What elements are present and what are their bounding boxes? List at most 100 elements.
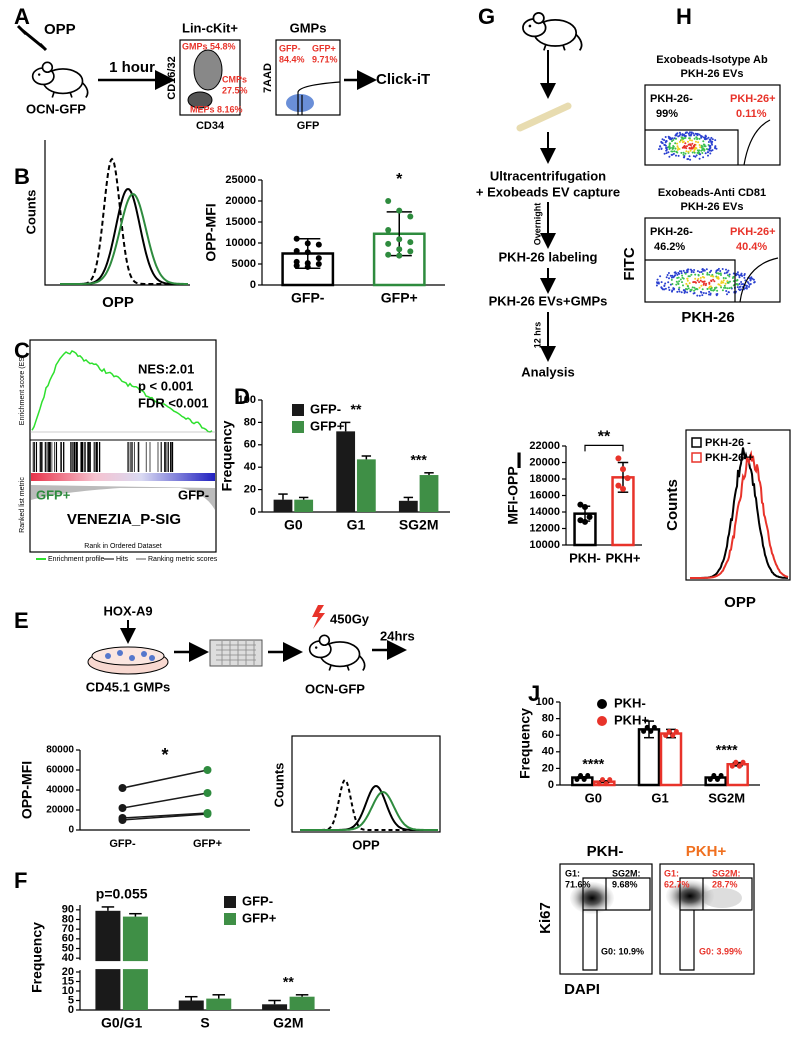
event-dot	[676, 290, 679, 293]
event-dot	[695, 140, 697, 143]
legend-label: Enrichment profile	[48, 556, 105, 563]
event-dot	[731, 277, 734, 279]
axis-label: Counts	[664, 479, 681, 531]
dish	[91, 646, 165, 666]
event-dot	[685, 282, 688, 285]
cell-label: CD45.1 GMPs	[86, 679, 171, 694]
gate-label: SG2M:	[612, 868, 641, 878]
gene-set-label: VENEZIA_P-SIG	[67, 511, 181, 528]
event-dot	[740, 288, 742, 291]
event-dot	[708, 282, 711, 285]
replicate-dot	[707, 777, 713, 783]
event-dot	[656, 282, 659, 285]
replicate-dot	[600, 777, 606, 783]
event-dot	[668, 142, 671, 145]
event-dot	[709, 288, 712, 290]
x-tick-label: G1	[651, 790, 668, 805]
time-label: 12 hrs	[532, 322, 542, 349]
event-dot	[678, 148, 681, 150]
event-dot	[687, 150, 690, 153]
data-point	[407, 248, 414, 255]
flow-density	[286, 94, 314, 112]
event-dot	[744, 287, 746, 290]
replicate-dot	[648, 728, 654, 734]
event-dot	[749, 277, 752, 280]
replicate-dot	[641, 728, 647, 734]
event-dot	[711, 140, 714, 143]
y-tick-label: 70	[62, 923, 74, 935]
gate	[679, 877, 753, 971]
step-label: PKH-26 labeling	[499, 249, 598, 264]
event-dot	[700, 291, 703, 294]
event-dot	[714, 139, 717, 142]
event-dot	[689, 143, 692, 146]
axis-label: Ki67	[537, 902, 554, 934]
annotation: p=0.055	[96, 886, 148, 902]
event-dot	[660, 286, 663, 289]
data-point	[315, 261, 322, 267]
y-tick-label: 20	[62, 966, 74, 978]
stat-label: NES:2.01	[138, 361, 194, 376]
event-dot	[712, 275, 714, 278]
event-dot	[715, 147, 718, 150]
event-dot	[667, 281, 670, 284]
event-dot	[661, 138, 664, 141]
event-dot	[690, 131, 693, 134]
gsea-plot	[30, 350, 216, 510]
event-dot	[669, 274, 672, 277]
event-dot	[751, 277, 754, 280]
axis-label: Counts	[23, 190, 38, 235]
x-tick-label: G2M	[273, 1015, 303, 1031]
panel-label: J	[528, 681, 540, 706]
legend-swatch	[597, 716, 607, 726]
event-dot	[736, 279, 739, 281]
event-dot	[698, 294, 701, 297]
event-dot	[694, 277, 697, 280]
event-dot	[692, 271, 695, 274]
event-dot	[693, 286, 696, 289]
event-dot	[708, 290, 711, 293]
replicate-dot	[603, 781, 609, 787]
event-dot	[671, 274, 674, 277]
legend-swatch	[292, 404, 304, 416]
event-dot	[660, 141, 663, 144]
replicate-dot	[729, 763, 735, 769]
x-tick-label: GFP-	[291, 290, 325, 306]
event-dot	[703, 138, 706, 141]
x-tick-label: S	[200, 1015, 209, 1031]
data-point	[385, 226, 392, 233]
event-dot	[672, 145, 675, 147]
axis-label: OPP	[352, 837, 380, 852]
event-dot	[684, 272, 687, 275]
event-dot	[729, 280, 731, 283]
y-tick-label: 0	[250, 506, 256, 518]
plot-title: PKH-26 EVs	[681, 201, 744, 213]
axis-label: CD34	[196, 120, 225, 132]
event-dot	[690, 269, 693, 272]
legend-label: GFP+	[310, 418, 345, 433]
event-dot	[673, 137, 676, 140]
axis-label: GFP	[297, 120, 320, 132]
event-dot	[671, 140, 673, 143]
event-dot	[738, 276, 741, 279]
event-dot	[702, 136, 705, 139]
marker	[118, 816, 127, 824]
marker	[203, 789, 212, 797]
replicate-dot	[585, 773, 591, 779]
event-dot	[668, 148, 671, 150]
y-tick-label: 80	[542, 713, 554, 725]
histogram-curve	[690, 449, 789, 579]
y-tick-label: 90	[62, 904, 74, 916]
event-dot	[690, 146, 693, 149]
event-dot	[701, 148, 704, 151]
data-point	[396, 207, 403, 214]
legend-swatch	[224, 896, 236, 908]
event-dot	[672, 147, 675, 150]
legend-label: PKH+	[614, 712, 649, 727]
event-dot	[676, 277, 679, 279]
event-dot	[701, 273, 704, 275]
event-dot	[681, 141, 684, 144]
event-dot	[698, 137, 701, 140]
gate-label: 99%	[656, 108, 678, 120]
event-dot	[725, 268, 727, 271]
